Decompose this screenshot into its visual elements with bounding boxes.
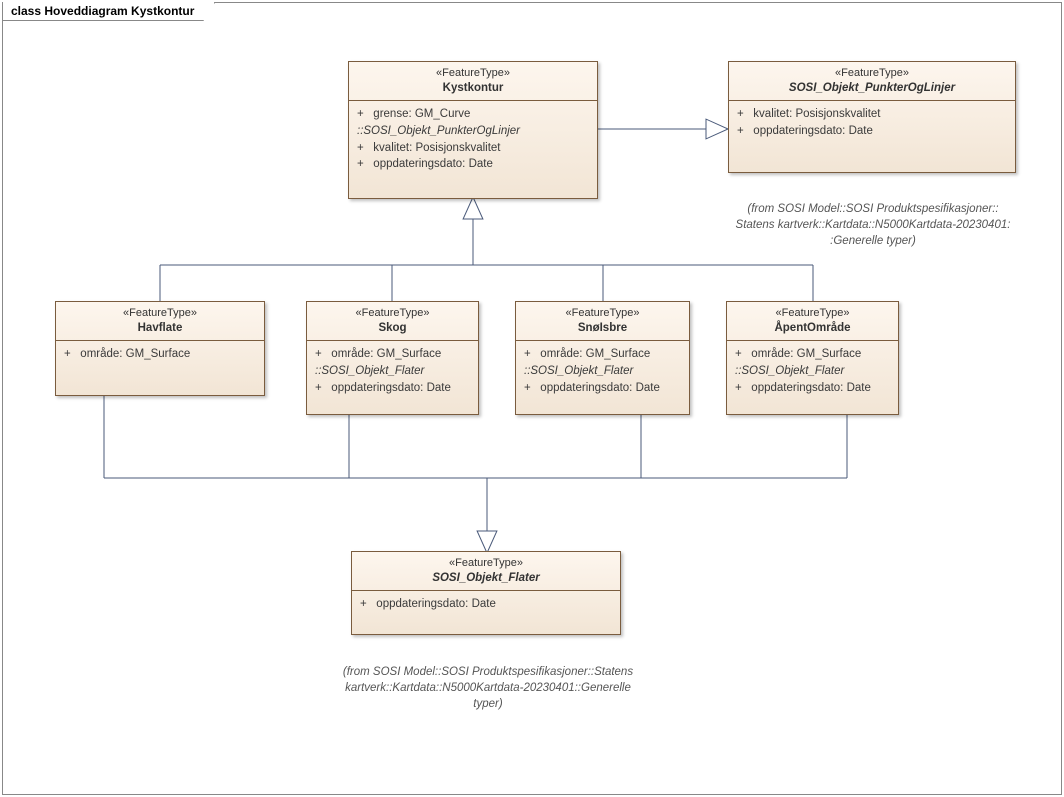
class-kystkontur: «FeatureType» Kystkontur + grense: GM_Cu… (348, 61, 598, 199)
stereotype-label: «FeatureType» (313, 306, 472, 321)
class-attributes: + område: GM_Surface (56, 341, 264, 371)
attribute-line: + område: GM_Surface (524, 346, 681, 363)
caption-line: Statens kartverk::Kartdata::N5000Kartdat… (713, 217, 1033, 233)
class-attributes: + område: GM_Surface::SOSI_Objekt_Flater… (307, 341, 478, 404)
attribute-line: + oppdateringsdato: Date (315, 380, 470, 397)
attribute-line: + område: GM_Surface (735, 346, 890, 363)
attribute-line: ::SOSI_Objekt_PunkterOgLinjer (357, 123, 589, 140)
attribute-line: ::SOSI_Objekt_Flater (524, 363, 681, 380)
class-name: SnøIsbre (522, 321, 683, 337)
attribute-line: ::SOSI_Objekt_Flater (735, 363, 890, 380)
class-name: SOSI_Objekt_PunkterOgLinjer (735, 81, 1009, 97)
class-apentomrade: «FeatureType» ÅpentOmråde + område: GM_S… (726, 301, 899, 415)
class-header: «FeatureType» Havflate (56, 302, 264, 341)
class-header: «FeatureType» Skog (307, 302, 478, 341)
class-attributes: + oppdateringsdato: Date (352, 591, 620, 621)
stereotype-label: «FeatureType» (735, 66, 1009, 81)
class-attributes: + område: GM_Surface::SOSI_Objekt_Flater… (516, 341, 689, 404)
class-name: Kystkontur (355, 81, 591, 97)
class-name: ÅpentOmråde (733, 321, 892, 337)
attribute-line: + oppdateringsdato: Date (360, 596, 612, 613)
class-attributes: + grense: GM_Curve::SOSI_Objekt_PunkterO… (349, 101, 597, 181)
class-name: SOSI_Objekt_Flater (358, 571, 614, 587)
class-skog: «FeatureType» Skog + område: GM_Surface:… (306, 301, 479, 415)
generalization-arrowhead (477, 531, 497, 553)
attribute-line: + kvalitet: Posisjonskvalitet (357, 140, 589, 157)
attribute-line: + oppdateringsdato: Date (737, 123, 1007, 140)
class-header: «FeatureType» SOSI_Objekt_PunkterOgLinje… (729, 62, 1015, 101)
attribute-line: + oppdateringsdato: Date (524, 380, 681, 397)
caption-sosi-punkter: (from SOSI Model::SOSI Produktspesifikas… (713, 201, 1033, 249)
stereotype-label: «FeatureType» (355, 66, 591, 81)
caption-line: (from SOSI Model::SOSI Produktspesifikas… (338, 664, 638, 680)
frame-title: class Hoveddiagram Kystkontur (2, 2, 215, 21)
attribute-line: + oppdateringsdato: Date (357, 156, 589, 173)
attribute-line: + kvalitet: Posisjonskvalitet (737, 106, 1007, 123)
class-name: Havflate (62, 321, 258, 337)
attribute-line: ::SOSI_Objekt_Flater (315, 363, 470, 380)
class-havflate: «FeatureType» Havflate + område: GM_Surf… (55, 301, 265, 396)
caption-line: :Generelle typer) (713, 233, 1033, 249)
class-snoisbre: «FeatureType» SnøIsbre + område: GM_Surf… (515, 301, 690, 415)
class-header: «FeatureType» ÅpentOmråde (727, 302, 898, 341)
class-attributes: + område: GM_Surface::SOSI_Objekt_Flater… (727, 341, 898, 404)
caption-line: typer) (338, 696, 638, 712)
stereotype-label: «FeatureType» (358, 556, 614, 571)
attribute-line: + område: GM_Surface (64, 346, 256, 363)
class-header: «FeatureType» SnøIsbre (516, 302, 689, 341)
class-attributes: + kvalitet: Posisjonskvalitet+ oppdateri… (729, 101, 1015, 147)
generalization-arrowhead (706, 119, 728, 139)
stereotype-label: «FeatureType» (733, 306, 892, 321)
class-name: Skog (313, 321, 472, 337)
generalization-arrowhead (463, 197, 483, 219)
stereotype-label: «FeatureType» (62, 306, 258, 321)
caption-line: kartverk::Kartdata::N5000Kartdata-202304… (338, 680, 638, 696)
diagram-frame: class Hoveddiagram Kystkontur «FeatureTy… (2, 2, 1062, 795)
caption-sosi-flater: (from SOSI Model::SOSI Produktspesifikas… (338, 664, 638, 712)
class-header: «FeatureType» Kystkontur (349, 62, 597, 101)
class-header: «FeatureType» SOSI_Objekt_Flater (352, 552, 620, 591)
class-sosi-objekt-flater: «FeatureType» SOSI_Objekt_Flater + oppda… (351, 551, 621, 635)
attribute-line: + oppdateringsdato: Date (735, 380, 890, 397)
attribute-line: + område: GM_Surface (315, 346, 470, 363)
caption-line: (from SOSI Model::SOSI Produktspesifikas… (713, 201, 1033, 217)
attribute-line: + grense: GM_Curve (357, 106, 589, 123)
class-sosi-punkter-og-linjer: «FeatureType» SOSI_Objekt_PunkterOgLinje… (728, 61, 1016, 173)
stereotype-label: «FeatureType» (522, 306, 683, 321)
